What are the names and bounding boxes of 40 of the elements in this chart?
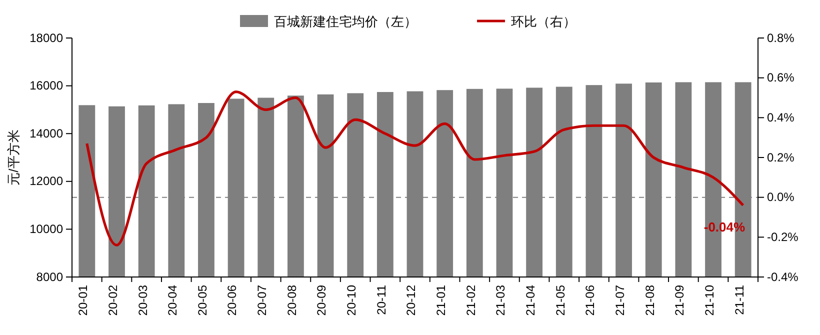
x-tick-label: 21-04 [524,284,538,316]
x-tick-label: 20-03 [136,284,150,316]
y-tick-label: 18000 [30,30,64,45]
x-tick-label: 21-11 [732,284,746,315]
x-tick-label: 20-01 [76,284,90,316]
x-tick-label: 20-08 [284,284,299,316]
x-tick-label: 21-10 [702,284,716,316]
x-tick-label: 21-09 [672,284,687,316]
y2-tick-label: 0.0% [767,190,795,204]
x-tick-label: 20-05 [195,284,210,316]
x-tick-label: 20-04 [166,284,180,316]
legend-label: 环比（右） [511,14,576,29]
y-tick-label: 14000 [30,126,64,140]
y2-tick-label: -0.4% [767,270,799,284]
x-tick-label: 20-11 [374,284,388,315]
x-tick-label: 21-02 [464,284,478,316]
y-tick-label: 8000 [36,270,64,284]
x-tick-label: 20-07 [255,284,270,316]
x-tick-label: 21-01 [434,284,448,316]
x-tick-label: 21-06 [583,284,598,316]
y2-tick-label: 0.4% [767,110,795,125]
x-tick-label: 21-05 [553,284,568,316]
x-tick-label: 21-08 [642,284,657,316]
y-tick-label: 12000 [30,174,64,188]
y2-tick-label: 0.8% [767,30,795,45]
x-tick-label: 20-12 [404,284,418,316]
x-tick-label: 20-02 [106,284,120,316]
x-tick-label: 20-06 [225,284,240,316]
y2-tick-label: 0.6% [767,70,795,85]
y-tick-label: 10000 [30,222,64,236]
y-axis-title: 元/平方米 [6,130,21,186]
x-tick-label: 20-09 [314,284,329,316]
y2-tick-label: 0.2% [767,150,795,164]
y-tick-label: 16000 [30,78,64,93]
legend-label: 百城新建住宅均价（左） [274,14,417,29]
line-series [86,90,744,246]
y2-tick-label: -0.2% [767,230,799,244]
x-tick-label: 21-03 [494,284,508,316]
x-tick-label: 21-07 [612,284,627,316]
x-tick-label: 20-10 [344,284,359,316]
